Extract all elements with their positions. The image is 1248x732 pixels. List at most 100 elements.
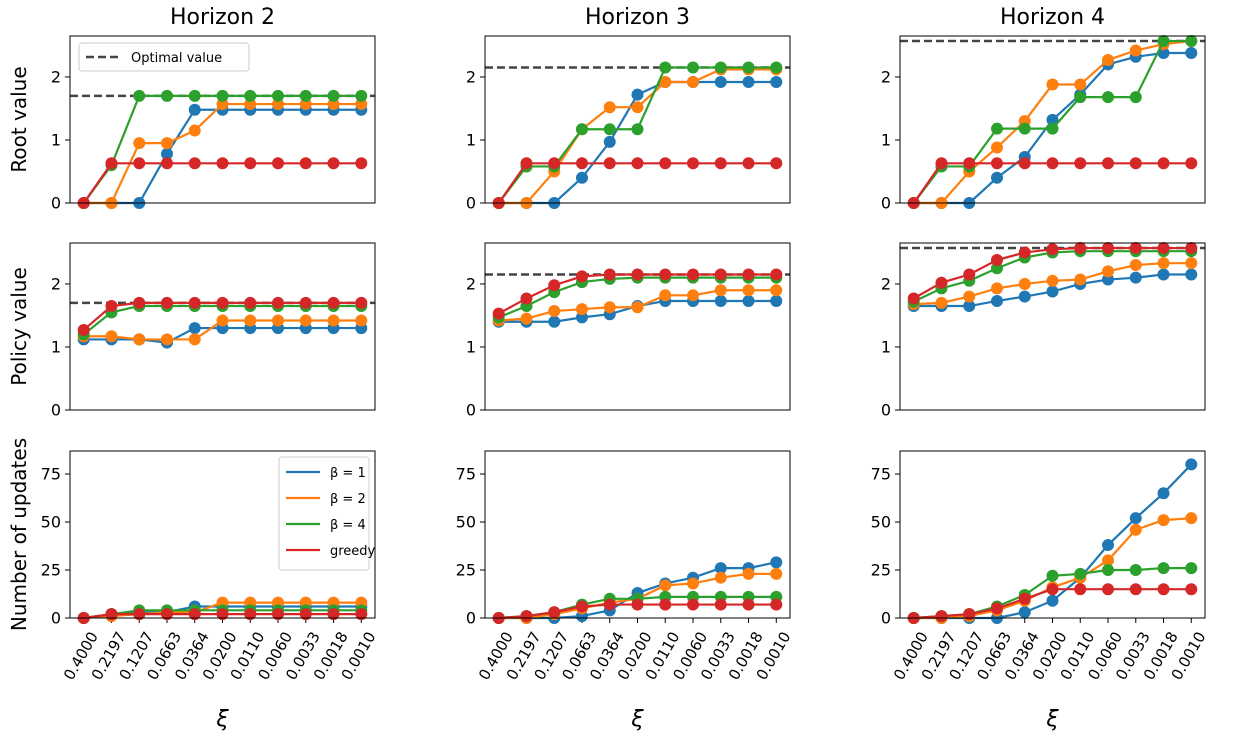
- y-tick-label: 50: [871, 513, 891, 532]
- data-point: [188, 322, 201, 335]
- data-point: [105, 608, 118, 621]
- data-point: [272, 296, 285, 309]
- data-point: [1018, 277, 1031, 290]
- data-point: [603, 157, 616, 170]
- data-point: [659, 76, 672, 89]
- data-point: [935, 610, 948, 623]
- data-point: [548, 279, 561, 292]
- data-point: [1074, 157, 1087, 170]
- data-point: [770, 294, 783, 307]
- data-point: [770, 567, 783, 580]
- data-point: [687, 157, 700, 170]
- data-point: [1046, 243, 1059, 256]
- data-point: [990, 282, 1003, 295]
- data-point: [742, 268, 755, 281]
- data-point: [133, 89, 146, 102]
- x-axis-label: ξ: [1045, 707, 1059, 732]
- panel-frame: [484, 35, 791, 204]
- data-point: [188, 333, 201, 346]
- data-point: [1129, 157, 1142, 170]
- data-point: [687, 76, 700, 89]
- data-point: [1046, 113, 1059, 126]
- row-label: Number of updates: [7, 438, 31, 631]
- y-tick-label: 1: [466, 337, 476, 356]
- data-point: [355, 608, 368, 621]
- data-point: [1129, 583, 1142, 596]
- panel-frame: [899, 35, 1206, 204]
- data-point: [1157, 487, 1170, 500]
- y-tick-label: 2: [51, 67, 61, 86]
- data-point: [1185, 268, 1198, 281]
- data-point: [575, 270, 588, 283]
- panel-frame: [69, 242, 376, 411]
- data-point: [244, 314, 257, 327]
- data-point: [188, 608, 201, 621]
- data-point: [603, 598, 616, 611]
- data-point: [1129, 242, 1142, 255]
- data-point: [963, 300, 976, 313]
- data-point: [1102, 91, 1115, 104]
- data-point: [299, 157, 312, 170]
- data-point: [1102, 265, 1115, 278]
- data-point: [631, 268, 644, 281]
- panel-r2-c2: 02550750.40000.21970.12070.06630.03640.0…: [871, 450, 1209, 683]
- data-point: [1046, 78, 1059, 91]
- data-point: [105, 157, 118, 170]
- data-point: [520, 610, 533, 623]
- data-point: [133, 296, 146, 309]
- plot-area: [485, 61, 790, 209]
- data-point: [1157, 257, 1170, 270]
- y-tick-label: 2: [51, 274, 61, 293]
- row-label: Policy value: [7, 267, 31, 386]
- data-point: [1018, 290, 1031, 303]
- data-point: [963, 608, 976, 621]
- panel-frame: [69, 35, 376, 204]
- data-point: [714, 598, 727, 611]
- data-point: [1129, 523, 1142, 536]
- legend-label: Optimal value: [131, 51, 222, 66]
- data-point: [714, 76, 727, 89]
- data-point: [575, 171, 588, 184]
- data-point: [355, 157, 368, 170]
- data-point: [1102, 539, 1115, 552]
- data-point: [1074, 583, 1087, 596]
- y-tick-label: 75: [41, 465, 61, 484]
- data-point: [1102, 157, 1115, 170]
- data-point: [714, 562, 727, 575]
- data-point: [659, 579, 672, 592]
- data-point: [1102, 554, 1115, 567]
- panel-frame: [899, 450, 1206, 619]
- data-point: [659, 157, 672, 170]
- data-point: [355, 296, 368, 309]
- data-point: [631, 123, 644, 136]
- data-point: [714, 284, 727, 297]
- data-point: [1129, 512, 1142, 525]
- data-point: [963, 290, 976, 303]
- plot-area: [907, 458, 1198, 624]
- y-tick-label: 2: [881, 274, 891, 293]
- series-line: [83, 108, 362, 205]
- data-point: [160, 608, 173, 621]
- data-point: [1185, 47, 1198, 60]
- legend-label: β = 1: [330, 466, 366, 481]
- data-point: [1046, 285, 1059, 298]
- data-point: [1018, 592, 1031, 605]
- data-point: [548, 157, 561, 170]
- data-point: [1102, 242, 1115, 255]
- data-point: [160, 296, 173, 309]
- data-point: [160, 147, 173, 160]
- data-point: [990, 122, 1003, 135]
- data-point: [1046, 583, 1059, 596]
- data-point: [1157, 514, 1170, 527]
- plot-area: [70, 296, 375, 349]
- data-point: [133, 333, 146, 346]
- data-point: [548, 606, 561, 619]
- data-point: [327, 296, 340, 309]
- data-point: [770, 157, 783, 170]
- data-point: [963, 157, 976, 170]
- data-point: [1185, 512, 1198, 525]
- data-point: [742, 157, 755, 170]
- data-point: [160, 157, 173, 170]
- y-tick-label: 0: [881, 401, 891, 420]
